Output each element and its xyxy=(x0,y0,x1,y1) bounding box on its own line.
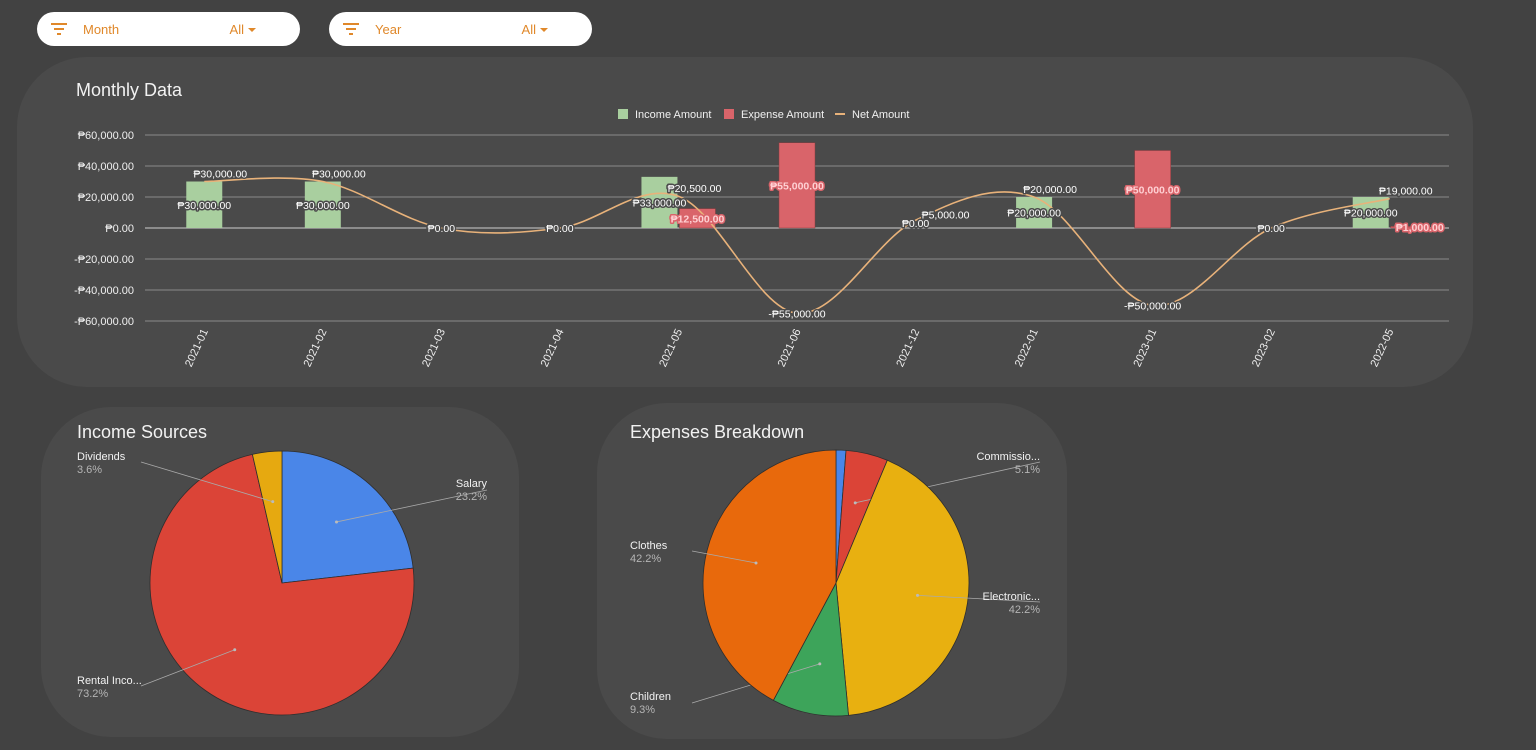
net-data-label: ₱0.00 xyxy=(428,223,456,235)
month-filter-value[interactable]: All xyxy=(230,22,256,37)
income-bar xyxy=(186,181,223,228)
income-data-label: ₱20,000.00 xyxy=(1344,208,1398,220)
net-data-label: -₱50,000.00 xyxy=(1124,301,1181,313)
pie-slice-percent: 42.2% xyxy=(630,553,661,565)
expense-data-label: ₱55,000.00 xyxy=(770,180,824,192)
month-filter-label: Month xyxy=(83,21,120,37)
expense-data-label: ₱1,000.00 xyxy=(1396,222,1444,234)
pie-leader-dot xyxy=(754,561,758,565)
pie-leader-line xyxy=(336,489,488,523)
income-data-label: ₱30,000.00 xyxy=(177,200,231,212)
x-tick-label: 2021-01 xyxy=(183,327,211,369)
y-tick-label: ₱60,000.00 xyxy=(78,130,134,142)
pie-slice-label: Commissio... xyxy=(976,451,1040,463)
y-tick-label: -₱20,000.00 xyxy=(74,254,134,266)
pie-slice-percent: 5.1% xyxy=(1015,464,1040,476)
pie-slice-label: Children xyxy=(630,691,671,703)
net-data-label: ₱30,000.00 xyxy=(193,169,247,181)
pie-leader-dot xyxy=(335,520,339,524)
legend-swatch xyxy=(724,109,734,119)
year-filter-label: Year xyxy=(375,21,402,37)
net-data-label: ₱5,000.00 xyxy=(922,209,970,221)
year-filter[interactable]: Year All xyxy=(329,12,592,46)
month-filter[interactable]: Month All xyxy=(37,12,300,46)
pie-leader-line xyxy=(691,550,757,564)
pie-leader-dot xyxy=(818,662,822,666)
pie-slice xyxy=(281,450,414,584)
pie-leader-line xyxy=(140,461,273,503)
pie-slice-percent: 42.2% xyxy=(1009,604,1040,616)
filter-icon xyxy=(343,23,359,35)
y-tick-label: ₱40,000.00 xyxy=(78,161,134,173)
pie-leader-dot xyxy=(853,501,857,505)
x-tick-label: 2023-01 xyxy=(1131,327,1159,369)
pie-slice-label: Rental Inco... xyxy=(77,675,142,687)
pie-slice-percent: 9.3% xyxy=(630,704,655,716)
pie-leader-dot xyxy=(271,500,275,504)
net-data-label: -₱55,000.00 xyxy=(768,308,825,320)
pie-leader-dot xyxy=(916,593,920,597)
pie-slice-label: Electronic... xyxy=(983,591,1040,603)
income-bar xyxy=(1016,197,1053,228)
legend-swatch xyxy=(618,109,628,119)
income-bar xyxy=(304,181,341,228)
pie-leader-line xyxy=(917,594,1041,603)
x-tick-label: 2023-02 xyxy=(1250,327,1278,369)
net-amount-line xyxy=(204,177,1390,315)
pie-slice-label: Clothes xyxy=(630,540,668,552)
pie-slice-percent: 23.2% xyxy=(456,491,487,503)
x-tick-label: 2022-05 xyxy=(1369,327,1397,369)
expense-data-label: ₱12,500.00 xyxy=(671,213,725,225)
pie-slice xyxy=(149,453,415,716)
pie-leader-line xyxy=(140,649,235,687)
net-data-label: ₱30,000.00 xyxy=(312,169,366,181)
net-data-label: ₱0.00 xyxy=(546,223,574,235)
legend-label: Income Amount xyxy=(635,109,711,121)
income-data-label: ₱20,000.00 xyxy=(1007,208,1061,220)
pie-slice xyxy=(772,581,849,717)
legend-label: Net Amount xyxy=(852,109,909,121)
x-tick-label: 2021-04 xyxy=(539,327,567,369)
pie-slice xyxy=(835,459,970,716)
x-tick-label: 2021-12 xyxy=(894,327,922,369)
pie-slice-percent: 73.2% xyxy=(77,688,108,700)
expense-data-label: ₱50,000.00 xyxy=(1126,184,1180,196)
income-data-label: ₱33,000.00 xyxy=(633,197,687,209)
net-data-label: ₱19,000.00 xyxy=(1379,186,1433,198)
x-tick-label: 2021-02 xyxy=(302,327,330,369)
pie-slice-label: Dividends xyxy=(77,451,126,463)
x-tick-label: 2021-06 xyxy=(776,327,804,369)
pie-slice-percent: 3.6% xyxy=(77,464,102,476)
monthly-chart-title: Monthly Data xyxy=(76,80,183,100)
pie-slice xyxy=(251,450,283,584)
net-data-label: ₱0.00 xyxy=(1257,223,1285,235)
expense-bar xyxy=(1390,226,1427,229)
y-tick-label: -₱60,000.00 xyxy=(74,316,134,328)
monthly-data-card xyxy=(17,57,1473,387)
expense-bar xyxy=(1134,150,1171,229)
expenses-pie-chart: Commissio...5.1%Electronic...42.2%Childr… xyxy=(630,449,1041,717)
pie-slice xyxy=(702,449,837,701)
legend-label: Expense Amount xyxy=(741,109,824,121)
pie-leader-dot xyxy=(233,648,237,652)
y-tick-label: -₱40,000.00 xyxy=(74,285,134,297)
net-data-label: ₱20,500.00 xyxy=(668,183,722,195)
x-tick-label: 2022-01 xyxy=(1013,327,1041,369)
net-data-label: ₱20,000.00 xyxy=(1023,184,1077,196)
x-tick-label: 2021-05 xyxy=(657,327,685,369)
pie-slice-label: Salary xyxy=(456,478,488,490)
x-tick-label: 2021-03 xyxy=(420,327,448,369)
y-tick-label: ₱20,000.00 xyxy=(78,192,134,204)
income-data-label: ₱0.00 xyxy=(902,218,930,230)
expenses-chart-title: Expenses Breakdown xyxy=(630,422,805,442)
income-chart-title: Income Sources xyxy=(77,422,208,442)
income-bar xyxy=(641,176,678,228)
year-filter-value[interactable]: All xyxy=(522,22,548,37)
filter-icon xyxy=(51,23,67,35)
expense-bar xyxy=(778,142,816,229)
monthly-chart: ₱60,000.00 ₱40,000.00 ₱20,000.00 ₱0.00 -₱20,… xyxy=(74,109,1449,369)
y-tick-label: ₱0.00 xyxy=(105,223,134,235)
income-data-label: ₱30,000.00 xyxy=(296,200,350,212)
